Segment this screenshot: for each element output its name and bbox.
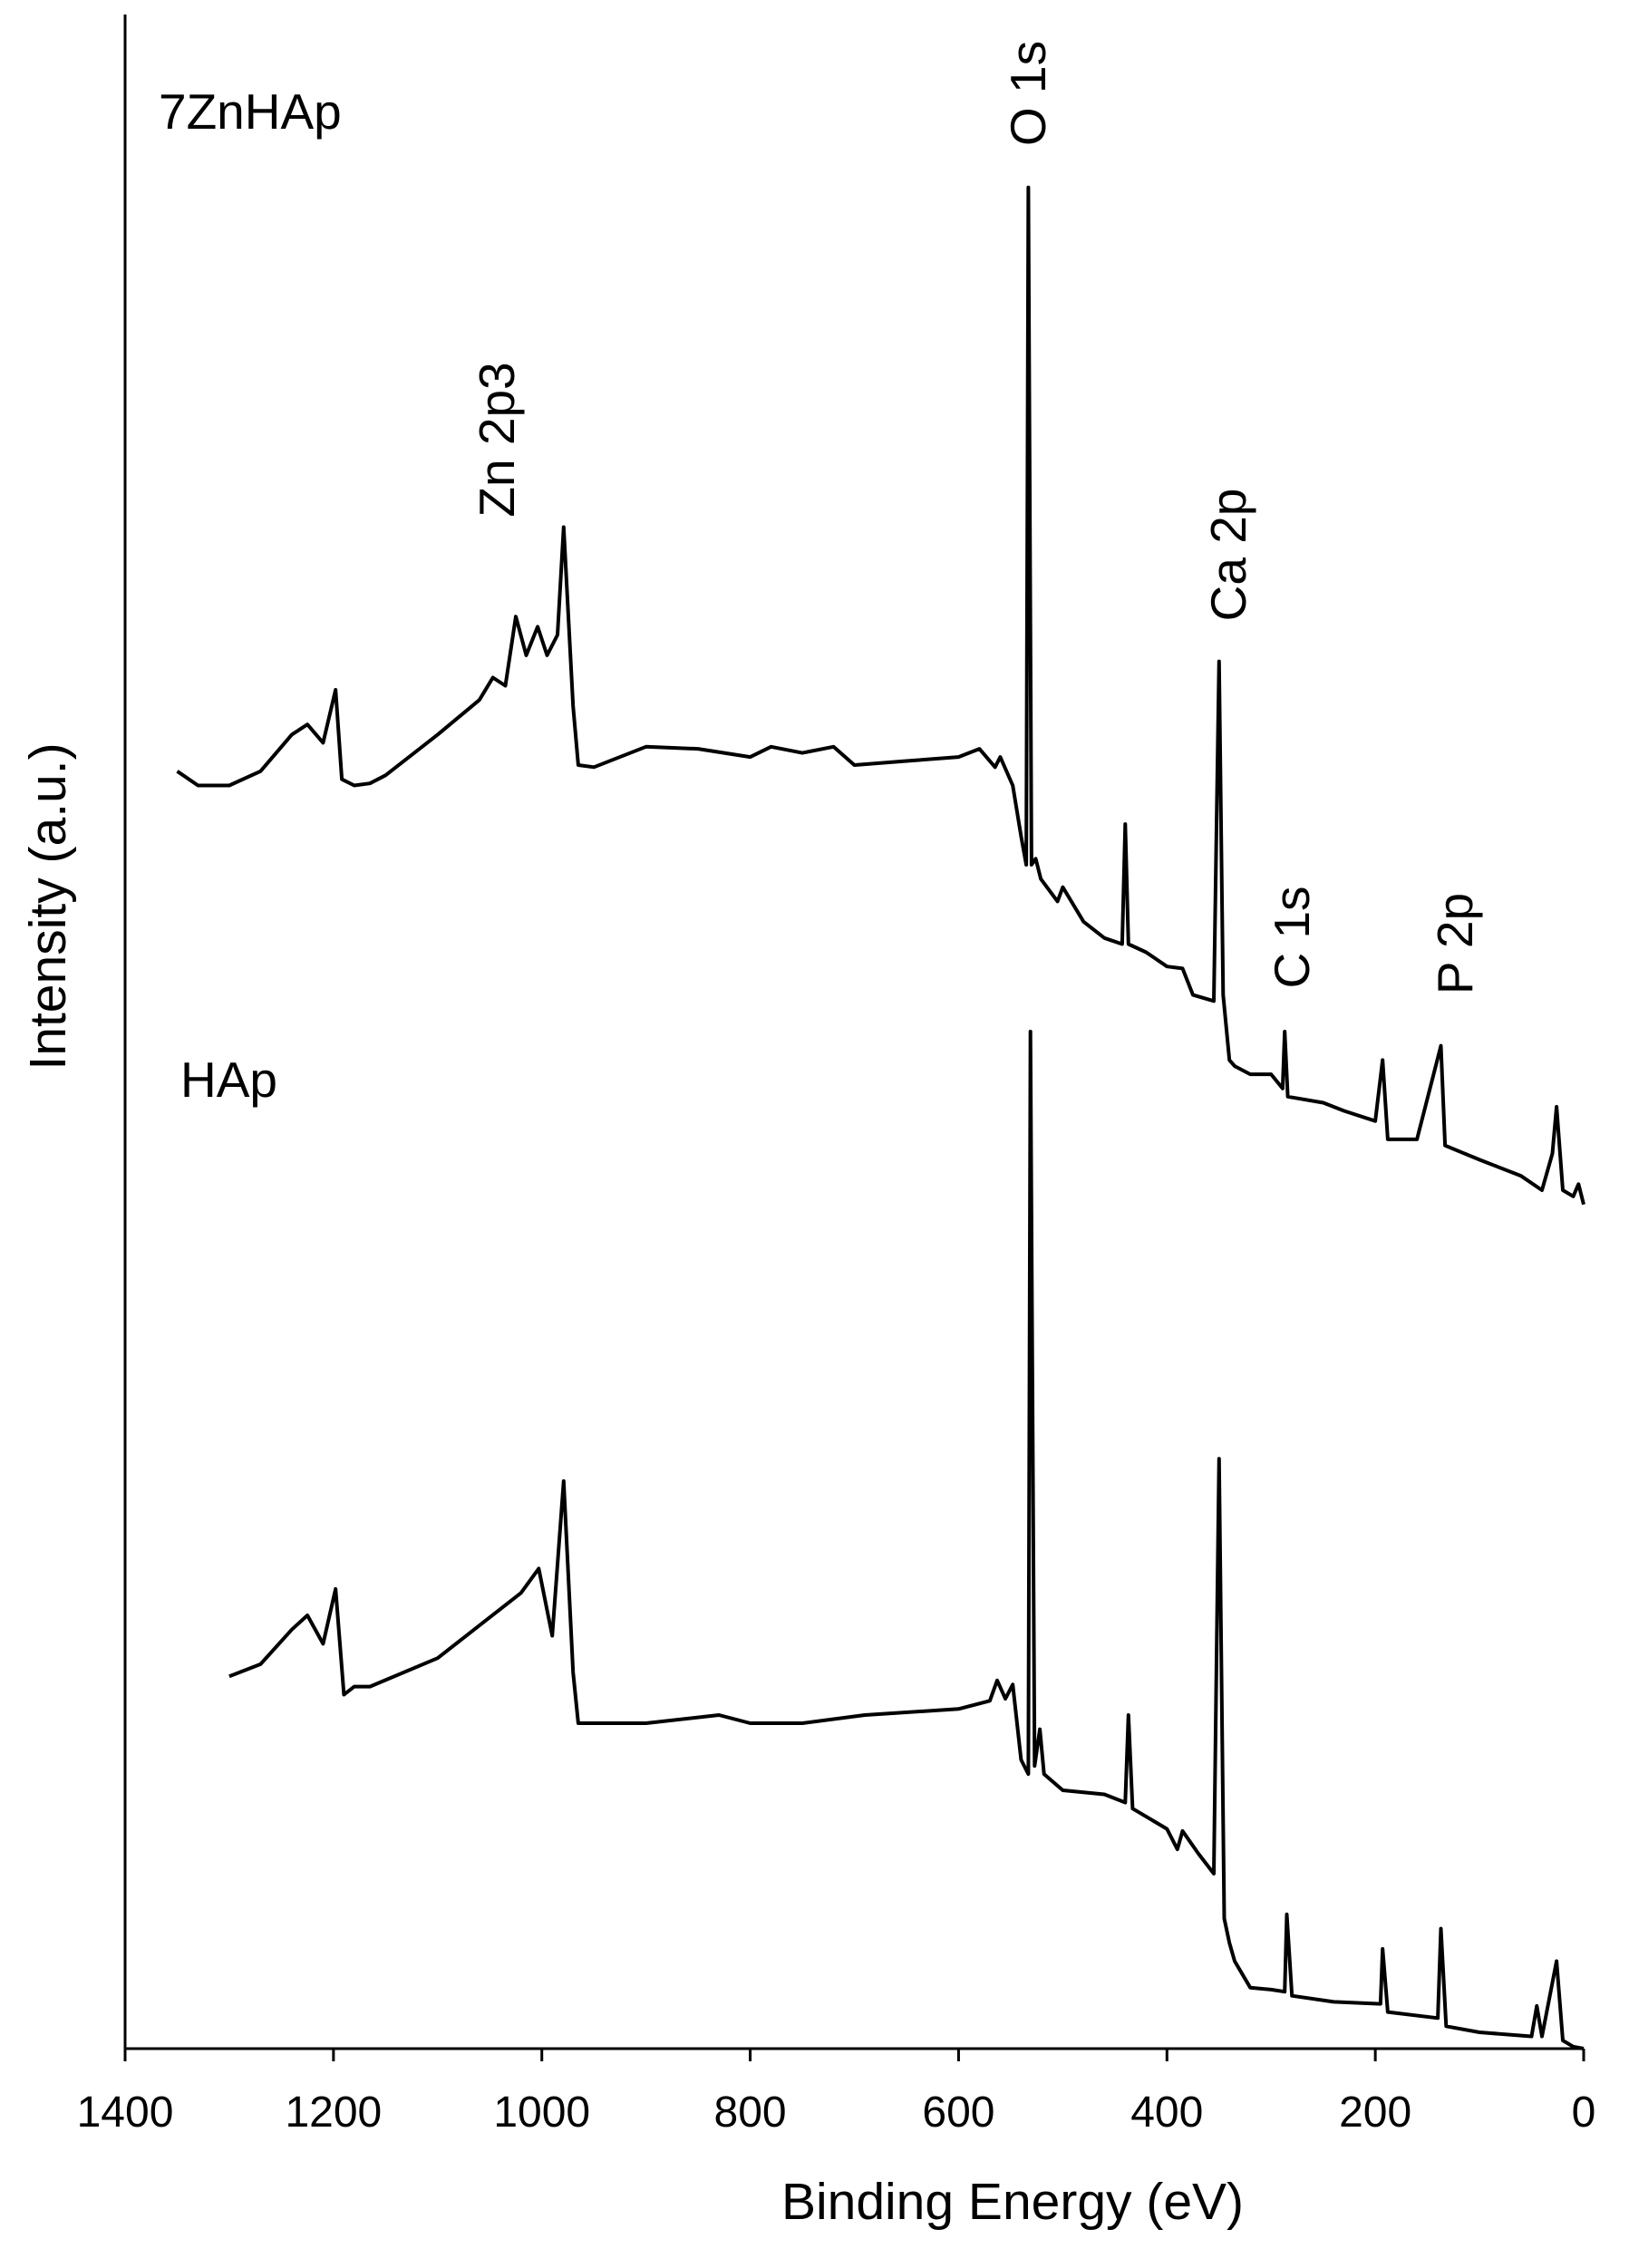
peak-annotation: C 1s <box>1264 886 1320 988</box>
peak-annotation: P 2p <box>1427 893 1483 994</box>
spectrum-line <box>228 1030 1585 2050</box>
peak-annotation: Zn 2p3 <box>469 362 525 517</box>
peak-annotation: O 1s <box>1000 41 1056 146</box>
x-tick-label: 1200 <box>285 2089 382 2137</box>
x-tick-label: 600 <box>922 2089 994 2137</box>
x-tick-label: 200 <box>1339 2089 1411 2137</box>
y-axis-label: Intensity (a.u.) <box>19 742 77 1070</box>
x-tick-label: 1400 <box>77 2089 174 2137</box>
x-tick-label: 0 <box>1572 2089 1596 2137</box>
series-label: HAp <box>180 1052 277 1108</box>
series-label: 7ZnHAp <box>159 83 342 140</box>
x-axis-label: Binding Energy (eV) <box>781 2173 1244 2231</box>
spectrum-line <box>176 185 1585 1206</box>
x-tick-label: 400 <box>1130 2089 1203 2137</box>
x-tick-label: 1000 <box>493 2089 590 2137</box>
peak-annotation: Ca 2p <box>1200 489 1256 622</box>
x-tick-label: 800 <box>714 2089 787 2137</box>
